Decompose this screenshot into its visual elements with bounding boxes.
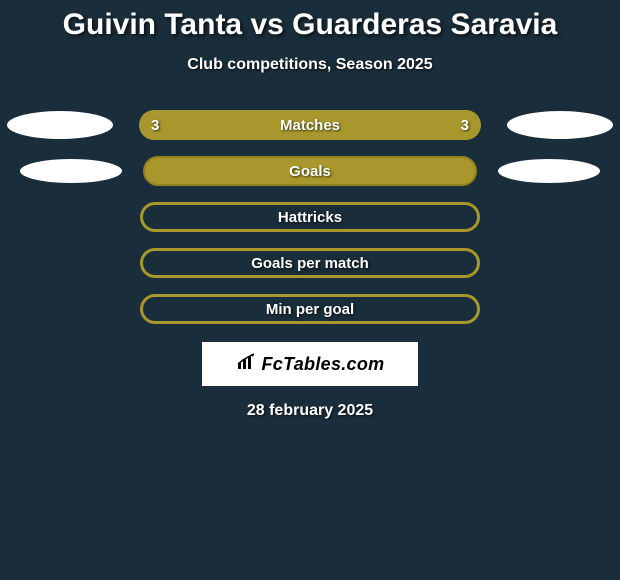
- stat-row: Min per goal: [0, 286, 620, 332]
- ellipse-left: [7, 111, 113, 139]
- logo-box: FcTables.com: [202, 342, 418, 386]
- ellipse-left: [20, 159, 122, 183]
- page-title: Guivin Tanta vs Guarderas Saravia: [0, 0, 620, 42]
- stat-row: Goals: [0, 148, 620, 194]
- stat-label: Matches: [280, 117, 340, 134]
- ellipse-right: [507, 111, 613, 139]
- stat-bar-hattricks: Hattricks: [140, 202, 480, 232]
- stat-label: Goals per match: [251, 255, 369, 272]
- stat-bar-min-per-goal: Min per goal: [140, 294, 480, 324]
- logo-text: FcTables.com: [262, 354, 385, 375]
- stat-value-right: 3: [461, 117, 469, 134]
- ellipse-right: [498, 159, 600, 183]
- stat-bar-goals: Goals: [143, 156, 477, 186]
- stat-label: Goals: [289, 163, 331, 180]
- stat-bar-goals-per-match: Goals per match: [140, 248, 480, 278]
- logo-chart-icon: [236, 353, 258, 376]
- stat-rows: 3 Matches 3 Goals Hattricks Goals per ma…: [0, 102, 620, 332]
- infographic-date: 28 february 2025: [0, 402, 620, 420]
- stat-label: Min per goal: [266, 301, 354, 318]
- stat-value-left: 3: [151, 117, 159, 134]
- infographic-root: Guivin Tanta vs Guarderas Saravia Club c…: [0, 0, 620, 580]
- stat-bar-matches: 3 Matches 3: [139, 110, 481, 140]
- page-subtitle: Club competitions, Season 2025: [0, 56, 620, 74]
- stat-row: Goals per match: [0, 240, 620, 286]
- stat-label: Hattricks: [278, 209, 342, 226]
- stat-row: 3 Matches 3: [0, 102, 620, 148]
- stat-row: Hattricks: [0, 194, 620, 240]
